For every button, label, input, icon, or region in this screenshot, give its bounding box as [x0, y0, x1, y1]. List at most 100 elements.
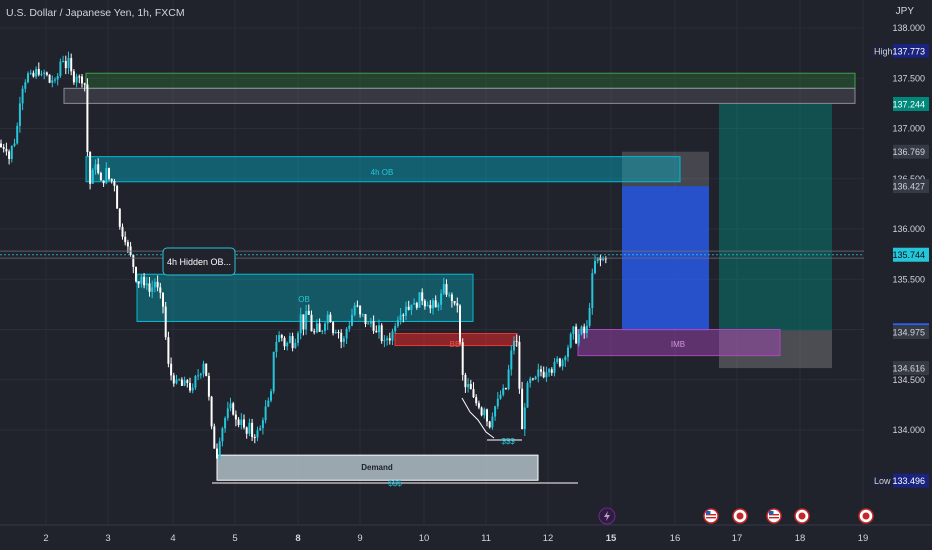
candle-bull: [35, 68, 38, 77]
candle-bull: [529, 378, 532, 383]
candle-bear: [372, 320, 375, 331]
candle-bull: [248, 422, 251, 434]
candle-bear: [245, 427, 248, 434]
candle-bear: [380, 325, 383, 341]
supply-zone-lower: [63, 87, 856, 104]
candle-bull: [40, 73, 43, 75]
candle-bear: [124, 236, 127, 243]
candle-bull: [275, 341, 278, 352]
candle-bear: [518, 341, 521, 389]
candle-bull: [591, 273, 594, 309]
candle-bear: [237, 419, 240, 425]
candle-bear: [464, 374, 467, 388]
candle-bull: [151, 287, 154, 292]
candle-bear: [402, 314, 405, 316]
candle-bear: [488, 421, 491, 428]
candle-bull: [437, 304, 440, 308]
candle-bear: [70, 58, 73, 72]
candle-bull: [440, 293, 443, 305]
time-tick-label: 2: [43, 533, 48, 544]
candle-bear: [480, 407, 483, 416]
candle-bear: [515, 340, 518, 342]
candle-bull: [394, 326, 397, 332]
currency-label: JPY: [895, 6, 914, 17]
candle-bear: [64, 61, 67, 69]
candle-bear: [45, 72, 48, 75]
ob-4h-label: 4h OB: [371, 168, 394, 177]
candle-bull: [18, 103, 21, 126]
price-tag-l3: 136.427: [892, 182, 925, 192]
target-center: [862, 512, 870, 520]
price-axis: [868, 0, 932, 525]
candle-bear: [189, 382, 191, 391]
target-center: [798, 512, 806, 520]
ob-label: OB: [298, 295, 310, 304]
candle-bear: [37, 68, 40, 75]
candle-bull: [432, 300, 434, 309]
candle-bull: [145, 283, 148, 286]
flag-stripe: [706, 514, 716, 516]
candle-bear: [504, 388, 507, 390]
high-tag-label: High: [874, 46, 893, 56]
candle-bull: [183, 380, 186, 386]
candle-bull: [548, 369, 551, 373]
flag-canton: [769, 511, 774, 515]
candle-bear: [172, 375, 175, 384]
lightning-glyph: [604, 511, 610, 521]
candle-bull: [67, 58, 70, 69]
candle-bull: [369, 320, 372, 324]
candle-bear: [186, 380, 189, 383]
candle-bull: [413, 303, 416, 305]
candle-bull: [56, 76, 59, 80]
candle-bear: [310, 314, 313, 332]
candle-bear: [108, 168, 110, 179]
candle-bear: [521, 388, 524, 430]
time-tick-label: 12: [543, 533, 554, 544]
candle-bull: [264, 406, 267, 421]
candle-bear: [604, 258, 607, 260]
price-tag-current: 135.744: [892, 250, 925, 260]
candle-bear: [329, 314, 332, 323]
candle-bull: [288, 336, 291, 343]
candle-bull: [199, 373, 202, 376]
candle-bear: [453, 301, 456, 304]
candle-bear: [78, 76, 81, 78]
hidden-ob-box: [162, 247, 236, 276]
candle-bear: [599, 257, 602, 261]
candle-bear: [118, 208, 121, 227]
candle-bear: [0, 143, 2, 148]
candle-bull: [224, 418, 227, 429]
price-tick-label: 137.500: [892, 73, 925, 83]
candle-bear: [48, 74, 51, 83]
candle-bull: [256, 430, 259, 438]
candle-bull: [367, 323, 370, 325]
imb-label: IMB: [671, 340, 685, 349]
candle-bull: [13, 143, 16, 146]
candle-bear: [421, 292, 424, 301]
price-tick-label: 136.000: [892, 224, 925, 234]
candle-bear: [477, 403, 480, 408]
candle-bear: [205, 363, 208, 376]
liquidity-label-small: $$$: [501, 437, 515, 446]
candle-bull: [526, 382, 529, 408]
candle-bull: [240, 419, 243, 425]
candle-bull: [467, 384, 470, 388]
bb-label: BB: [450, 340, 461, 349]
time-tick-label: 8: [295, 533, 300, 544]
candle-bull: [27, 73, 29, 83]
candle-bear: [116, 185, 119, 209]
candle-bear: [113, 181, 116, 186]
candle-bull: [405, 306, 407, 316]
candle-bull: [513, 340, 515, 351]
candle-bear: [213, 426, 216, 449]
candle-bear: [456, 303, 459, 306]
candle-bear: [135, 266, 137, 282]
candle-bull: [153, 281, 156, 288]
candle-bear: [164, 306, 167, 338]
candle-bull: [286, 342, 289, 347]
candle-bull: [391, 331, 394, 341]
candle-bull: [556, 358, 559, 362]
candle-bull: [218, 441, 221, 459]
